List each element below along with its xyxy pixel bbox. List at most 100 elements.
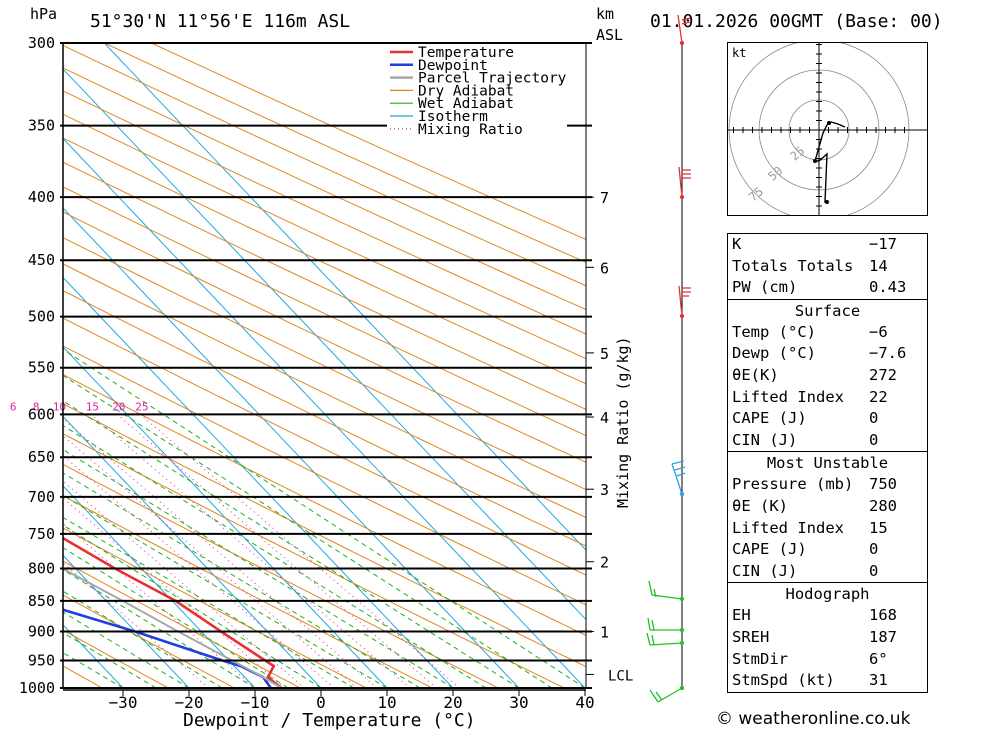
dry-adiabat-line [63,463,499,688]
x-axis-label: Dewpoint / Temperature (°C) [183,710,476,731]
wet-adiabat-line [63,472,421,688]
mixing-ratio-line [90,413,411,688]
pressure-tick-label: 850 [28,592,55,610]
hodograph-trace [814,121,846,203]
most-unstable-heading: Most Unstable [728,451,927,474]
mixing-ratio-line [116,413,437,688]
temperature-series [63,536,283,688]
km-tick-label: 1 [600,624,609,642]
isotherm-line [63,276,454,688]
isotherm-line [63,554,190,688]
isotherm-line [63,137,586,688]
x-tick-label: 40 [575,693,594,712]
km-tick-label: 3 [600,481,609,499]
hodo-ring-label-75: 75 [746,184,766,204]
isotherm-line [63,207,520,688]
mixing-ratio-line [63,454,335,688]
dry-adiabat-line [63,433,565,688]
dry-adiabat-line [63,137,586,385]
surface-cin-row: CIN (J) 0 [732,430,879,449]
mixing-ratio-label: 20 [112,400,125,413]
mixing-ratio-label: 25 [135,400,148,413]
mu-cin-row: CIN (J) 0 [732,561,879,580]
pressure-tick-label: 500 [28,308,55,326]
mixing-ratio-line [63,562,210,688]
dry-adiabat-line [63,113,586,360]
surface-dewp-row: Dewp (°C) −7.6 [732,344,907,363]
wet-adiabat-line [63,448,454,688]
hodograph-heading: Hodograph [728,582,927,605]
legend-label: Isotherm [418,109,488,125]
mixing-ratio-label: 15 [86,400,99,413]
x-tick-label: −20 [175,693,204,712]
dry-adiabat-line [63,90,586,335]
dry-adiabat-line [63,403,586,668]
legend-label: Mixing Ratio [418,122,523,138]
isotherm-line [103,43,586,551]
stmspd-row: StmSpd (kt) 31 [732,671,888,690]
mixing-ratio-line [63,435,358,688]
dry-adiabat-line [63,317,586,576]
km-tick-label: 6 [600,259,609,277]
dry-adiabat-line [63,44,586,287]
legend-label: Parcel Trajectory [418,71,567,87]
isotherm-line [63,346,388,688]
isotherm-line [63,485,256,688]
wind-profile [646,14,691,703]
x-tick-label: −10 [241,693,270,712]
sreh-row: SREH 187 [732,627,897,646]
isotherm-line [63,68,586,621]
km-tick-label: 5 [600,345,609,363]
dry-adiabat-line [151,43,586,240]
mixing-ratio-label: 6 [10,400,17,413]
wet-adiabat-line [63,374,553,688]
dry-adiabat-line [63,345,586,606]
dry-adiabat-line [104,43,586,263]
x-tick-label: 30 [509,693,528,712]
stmdir-row: StmDir 6° [732,649,888,668]
mixing-ratio-line [139,413,460,688]
x-tick-label: 10 [377,693,396,712]
pressure-tick-label: 950 [28,652,55,670]
pressure-tick-label: 800 [28,559,55,577]
parcel-trajectory-series [63,567,282,688]
wet-adiabat-line [63,348,586,688]
legend-label: Dry Adiabat [418,83,514,99]
mixing-ratio-label: 8 [33,400,40,413]
hodograph: kt 25 50 75 [727,39,928,221]
credit-text: © weatheronline.co.uk [716,709,911,729]
x-tick-label: 20 [443,693,462,712]
pressure-tick-label: 750 [28,525,55,543]
surface-li-row: Lifted Index 22 [732,387,888,406]
indices-table: K −17 Totals Totals 14 PW (cm) 0.43 Surface… [727,233,928,693]
wet-adiabat-line [63,425,487,688]
pressure-tick-label: 650 [28,448,55,466]
dry-adiabat-line [63,527,367,688]
pressure-tick-label: 300 [28,34,55,52]
dry-adiabat-line [63,495,433,688]
wet-adiabat-line [63,494,388,688]
mu-li-row: Lifted Index 15 [732,518,888,537]
dry-adiabat-line [63,186,586,437]
mixing-ratio-line [63,480,305,688]
pressure-tick-label: 450 [28,251,55,269]
dry-adiabat-line [63,161,586,410]
hodograph-unit: kt [732,46,746,60]
km-tick-label: 2 [600,554,609,572]
mixing-ratio-axis-label: Mixing Ratio (g/kg) [614,336,632,508]
asl-label: ASL [596,26,623,44]
dry-adiabat-line [63,67,586,311]
km-tick-label: 4 [600,409,609,427]
mixing-ratio-line [63,497,286,688]
km-tick-label: 7 [600,189,609,207]
location-title: 51°30'N 11°56'E 116m ASL [90,11,350,32]
km-label: km [596,5,614,23]
hodo-ring-label-50: 50 [765,163,785,183]
dry-adiabat-line [63,560,301,688]
legend-label: Temperature [418,45,514,61]
pressure-tick-label: 600 [28,405,55,423]
mixing-ratio-line [63,522,256,688]
dry-adiabat-line [63,629,169,688]
totals-totals-row: Totals Totals 14 [732,256,888,275]
surface-cape-row: CAPE (J) 0 [732,409,879,428]
